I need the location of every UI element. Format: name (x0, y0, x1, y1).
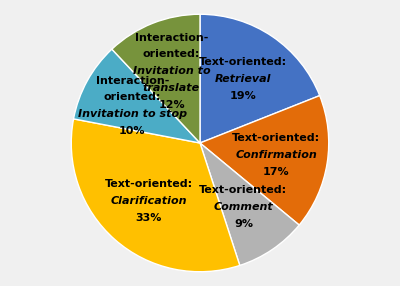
Wedge shape (112, 14, 200, 143)
Wedge shape (71, 119, 240, 272)
Text: 19%: 19% (230, 91, 257, 101)
Wedge shape (200, 14, 320, 143)
Text: 17%: 17% (263, 167, 290, 177)
Text: Interaction-: Interaction- (96, 76, 169, 86)
Text: Confirmation: Confirmation (236, 150, 317, 160)
Text: Comment: Comment (214, 202, 273, 212)
Wedge shape (200, 96, 329, 225)
Text: 33%: 33% (136, 213, 162, 223)
Text: Clarification: Clarification (111, 196, 187, 206)
Text: Text-oriented:: Text-oriented: (199, 185, 288, 195)
Text: 10%: 10% (119, 126, 146, 136)
Text: Invitation to stop: Invitation to stop (78, 109, 187, 119)
Text: oriented:: oriented: (104, 92, 161, 102)
Text: 12%: 12% (158, 100, 185, 110)
Wedge shape (200, 143, 299, 265)
Text: translate: translate (143, 83, 200, 93)
Text: Text-oriented:: Text-oriented: (105, 179, 193, 189)
Text: Invitation to: Invitation to (133, 66, 210, 76)
Text: oriented:: oriented: (143, 49, 200, 59)
Text: Interaction-: Interaction- (135, 33, 208, 43)
Wedge shape (74, 49, 200, 143)
Text: Text-oriented:: Text-oriented: (199, 57, 288, 67)
Text: Retrieval: Retrieval (215, 74, 272, 84)
Text: Text-oriented:: Text-oriented: (232, 133, 320, 143)
Text: 9%: 9% (234, 219, 253, 229)
